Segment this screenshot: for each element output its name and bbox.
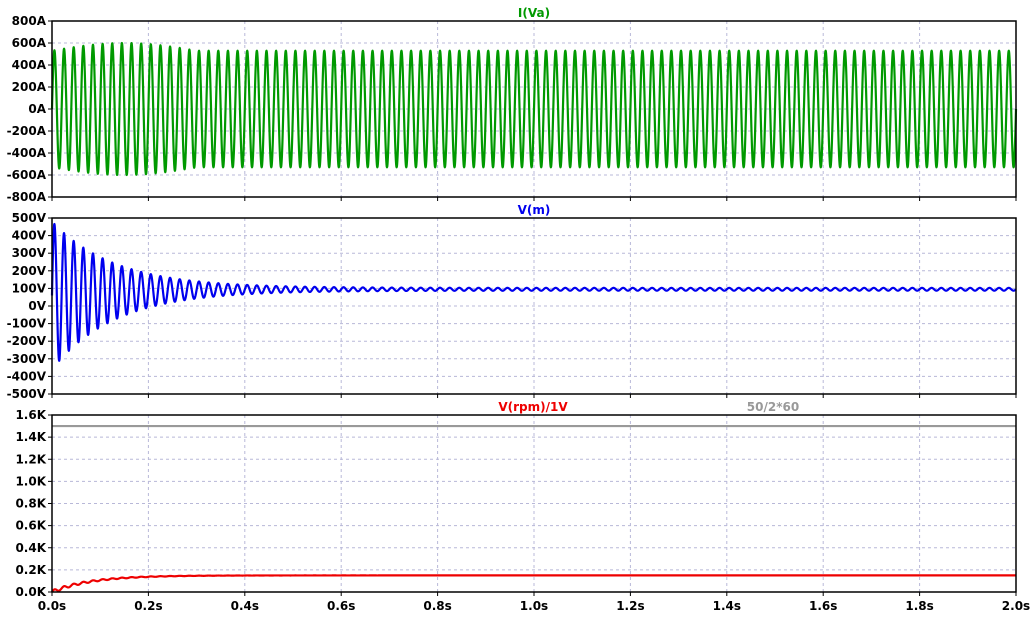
pane-title: V(m) [518,203,551,217]
pane-1: 800A 600A 400A 200A 0A -200A -400A -600A -800A I(… [7,6,1018,204]
y-tick-label: 400V [12,229,47,243]
x-tick-label: 0.4s [231,599,259,613]
pane-2: 500V 400V 300V 200V 100V 0V -100V -200V -300V -40… [7,203,1017,401]
y-tick-label: 0.6K [15,519,46,533]
series-v-m- [50,222,1017,362]
y-tick-label: 200A [12,80,47,94]
series-v-rpm-1v [51,574,1017,593]
pane-title: 50/2*60 [747,400,799,414]
x-tick-label: 1.4s [713,599,741,613]
y-tick-label: 0A [28,102,46,116]
y-tick-label: 1.4K [15,430,46,444]
x-tick-label: 0.2s [134,599,162,613]
x-tick-label: 0.6s [327,599,355,613]
x-tick-label: 1.8s [905,599,933,613]
y-tick-label: -200V [7,334,47,348]
y-tick-label: 0V [28,299,46,313]
x-tick-label: 0.0s [38,599,66,613]
x-tick-label: 0.8s [423,599,451,613]
pane-title: V(rpm)/1V [498,400,568,414]
y-tick-label: 0.0K [15,585,46,599]
y-tick-label: 300V [12,246,47,260]
y-tick-label: 600A [12,36,47,50]
y-tick-label: 1.6K [15,408,46,422]
y-tick-label: 100V [12,281,47,295]
y-tick-label: 800A [12,14,47,28]
pane-frame [51,217,1017,395]
y-tick-label: -800A [7,190,47,204]
y-tick-label: -400V [7,369,47,383]
x-tick-label: 2.0s [1002,599,1030,613]
pane-frame [51,414,1017,593]
x-tick-label: 1.2s [616,599,644,613]
y-tick-label: 0.8K [15,497,46,511]
y-tick-label: 1.2K [15,452,46,466]
series-i-va- [50,41,1018,177]
pane-frame [51,20,1017,198]
y-tick-label: -600A [7,168,47,182]
y-tick-label: -300V [7,352,47,366]
pane-title: I(Va) [518,6,550,20]
pane-3: 1.6K 1.4K 1.2K 1.0K 0.8K 0.6K 0.4K 0.2K 0.0K0.0s… [15,400,1030,613]
y-tick-label: -100V [7,317,47,331]
x-tick-label: 1.0s [520,599,548,613]
y-tick-label: 500V [12,211,47,225]
y-tick-label: 200V [12,264,47,278]
y-tick-label: 400A [12,58,47,72]
y-tick-label: 1.0K [15,474,46,488]
y-tick-label: -400A [7,146,47,160]
y-tick-label: 0.2K [15,563,46,577]
x-tick-label: 1.6s [809,599,837,613]
y-tick-label: -500V [7,387,47,401]
y-tick-label: 0.4K [15,541,46,555]
y-tick-label: -200A [7,124,47,138]
